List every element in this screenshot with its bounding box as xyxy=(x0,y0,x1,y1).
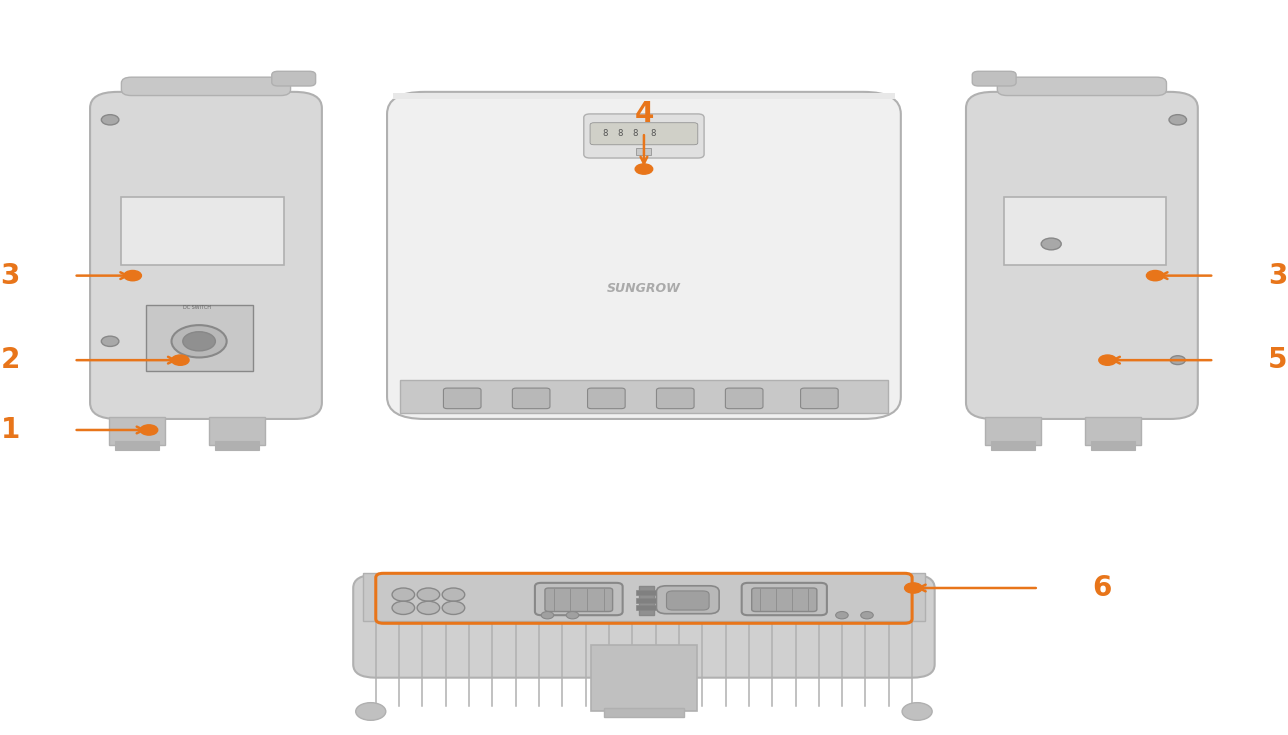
Circle shape xyxy=(1146,270,1164,281)
FancyBboxPatch shape xyxy=(752,588,817,612)
Circle shape xyxy=(836,612,849,619)
Circle shape xyxy=(902,703,933,720)
Bar xyxy=(115,441,158,450)
Circle shape xyxy=(1171,356,1185,365)
FancyBboxPatch shape xyxy=(657,586,719,614)
Text: 6: 6 xyxy=(1092,574,1112,602)
Circle shape xyxy=(1041,238,1061,250)
Text: 3: 3 xyxy=(0,262,19,290)
Text: 8: 8 xyxy=(617,129,623,138)
FancyBboxPatch shape xyxy=(90,92,322,419)
FancyBboxPatch shape xyxy=(666,591,710,610)
Text: 8: 8 xyxy=(650,129,656,138)
Bar xyxy=(990,441,1036,450)
Bar xyxy=(147,304,252,370)
FancyBboxPatch shape xyxy=(587,388,625,409)
Text: 1: 1 xyxy=(0,416,19,444)
FancyBboxPatch shape xyxy=(590,123,698,145)
Text: 4: 4 xyxy=(634,100,653,128)
Bar xyxy=(121,196,285,265)
Bar xyxy=(363,573,925,621)
Circle shape xyxy=(102,336,118,346)
FancyBboxPatch shape xyxy=(583,114,705,158)
FancyBboxPatch shape xyxy=(121,77,291,96)
Text: SUNGROW: SUNGROW xyxy=(607,282,681,295)
Circle shape xyxy=(392,601,415,614)
Circle shape xyxy=(541,612,554,619)
Circle shape xyxy=(392,588,415,601)
FancyBboxPatch shape xyxy=(725,388,762,409)
Circle shape xyxy=(183,331,215,351)
Text: 8: 8 xyxy=(632,129,638,138)
Circle shape xyxy=(417,588,439,601)
Circle shape xyxy=(171,355,189,365)
FancyBboxPatch shape xyxy=(966,92,1198,419)
FancyBboxPatch shape xyxy=(545,588,613,612)
Circle shape xyxy=(140,425,157,435)
Circle shape xyxy=(124,270,142,281)
Bar xyxy=(1003,196,1167,265)
Bar xyxy=(393,93,895,99)
Bar xyxy=(1091,441,1135,450)
FancyBboxPatch shape xyxy=(443,388,480,409)
Text: 3: 3 xyxy=(1267,262,1288,290)
Circle shape xyxy=(102,115,118,125)
Bar xyxy=(636,598,657,603)
Text: 2: 2 xyxy=(0,346,19,374)
Circle shape xyxy=(635,164,653,174)
Bar xyxy=(209,417,265,445)
Bar xyxy=(636,590,657,595)
Circle shape xyxy=(355,703,386,720)
Text: 8: 8 xyxy=(603,129,608,138)
Circle shape xyxy=(417,601,439,614)
Bar xyxy=(215,441,259,450)
Bar xyxy=(109,417,165,445)
FancyBboxPatch shape xyxy=(742,583,827,615)
Bar xyxy=(636,148,652,155)
FancyBboxPatch shape xyxy=(657,388,694,409)
Circle shape xyxy=(1099,355,1117,365)
Bar xyxy=(399,380,889,413)
Text: 5: 5 xyxy=(1267,346,1288,374)
FancyBboxPatch shape xyxy=(388,92,900,419)
Bar xyxy=(636,605,657,610)
FancyBboxPatch shape xyxy=(997,77,1167,96)
Bar xyxy=(604,708,684,717)
Circle shape xyxy=(171,325,227,357)
FancyBboxPatch shape xyxy=(972,71,1016,86)
Bar xyxy=(639,586,654,615)
FancyBboxPatch shape xyxy=(801,388,838,409)
Circle shape xyxy=(442,588,465,601)
Circle shape xyxy=(904,583,922,593)
Bar xyxy=(985,417,1041,445)
Text: DC SWITCH: DC SWITCH xyxy=(183,306,210,310)
FancyBboxPatch shape xyxy=(513,388,550,409)
Circle shape xyxy=(860,612,873,619)
Bar xyxy=(1084,417,1141,445)
Circle shape xyxy=(567,612,578,619)
Circle shape xyxy=(1170,115,1186,125)
Circle shape xyxy=(442,601,465,614)
FancyBboxPatch shape xyxy=(535,583,622,615)
FancyBboxPatch shape xyxy=(272,71,316,86)
Bar xyxy=(591,645,697,711)
FancyBboxPatch shape xyxy=(353,575,935,678)
